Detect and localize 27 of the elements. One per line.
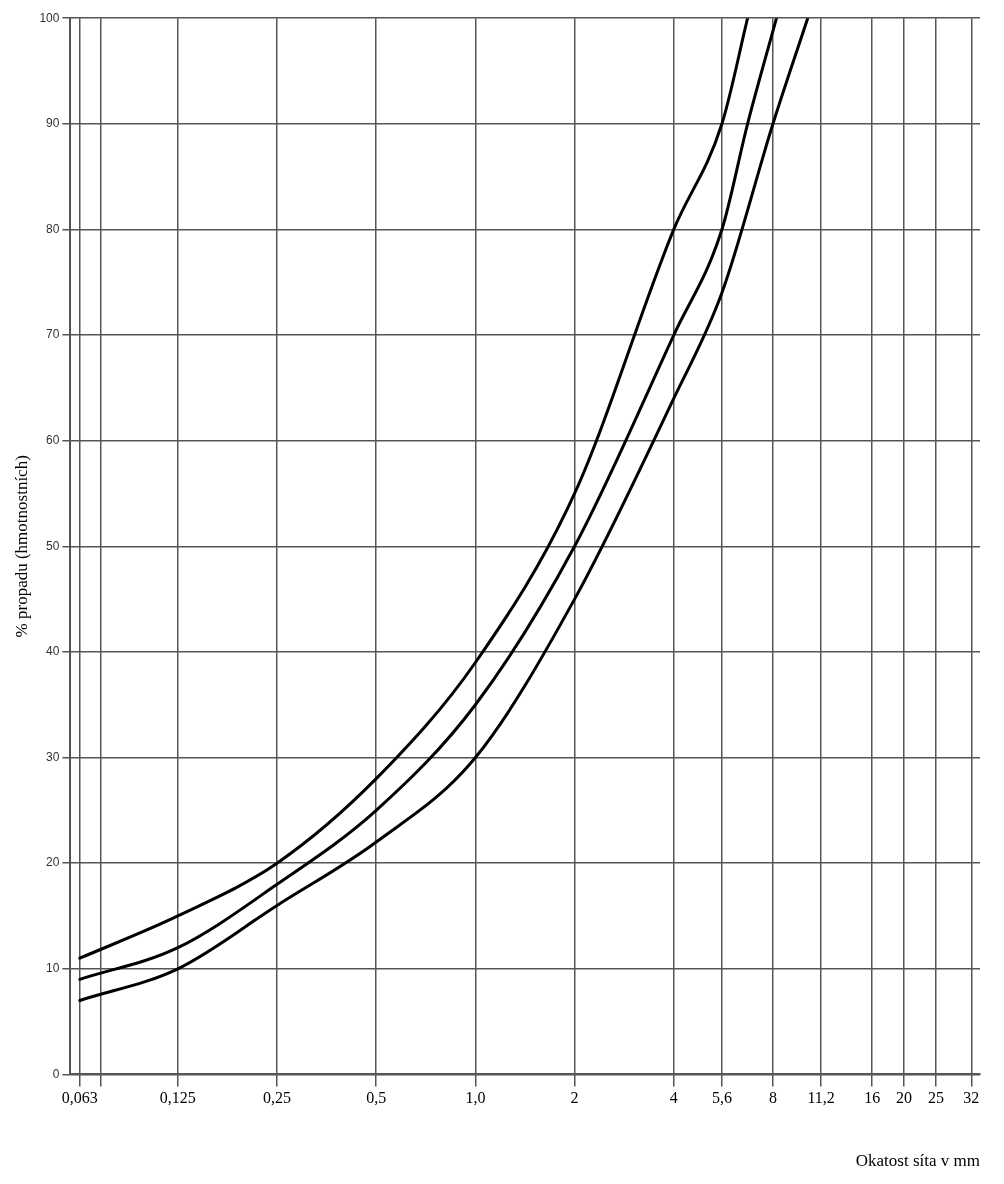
x-tick-label: 4: [669, 1089, 678, 1107]
x-tick-label: 0,25: [263, 1089, 292, 1107]
x-tick-label: 0,063: [61, 1089, 98, 1107]
y-tick-label: 40: [46, 644, 60, 659]
x-tick-label: 1,0: [465, 1089, 486, 1107]
y-tick-label: 100: [39, 10, 60, 25]
x-tick-label: 16: [864, 1089, 881, 1107]
x-tick-label: 2: [570, 1089, 579, 1107]
x-tick-label: 0,5: [366, 1089, 387, 1107]
y-tick-label: 10: [46, 961, 60, 976]
y-tick-label: 50: [46, 538, 60, 553]
y-tick-label: 80: [46, 221, 60, 236]
x-tick-label: 20: [896, 1089, 913, 1107]
x-tick-label: 8: [768, 1089, 777, 1107]
y-tick-label: 0: [52, 1066, 60, 1081]
y-axis-title: % propadu (hmotnostních): [11, 455, 31, 638]
y-tick-label: 90: [46, 116, 60, 131]
y-tick-label: 70: [46, 327, 60, 342]
x-tick-label: 32: [963, 1089, 980, 1107]
x-tick-label: 5,6: [711, 1089, 732, 1107]
x-axis-title: Okatost síta v mm: [855, 1151, 980, 1171]
y-tick-label: 20: [46, 855, 60, 870]
x-tick-label: 11,2: [807, 1089, 835, 1107]
x-tick-label: 0,125: [159, 1089, 196, 1107]
y-tick-label: 60: [46, 432, 60, 447]
x-tick-label: 25: [928, 1089, 944, 1107]
y-tick-label: 30: [46, 749, 60, 764]
